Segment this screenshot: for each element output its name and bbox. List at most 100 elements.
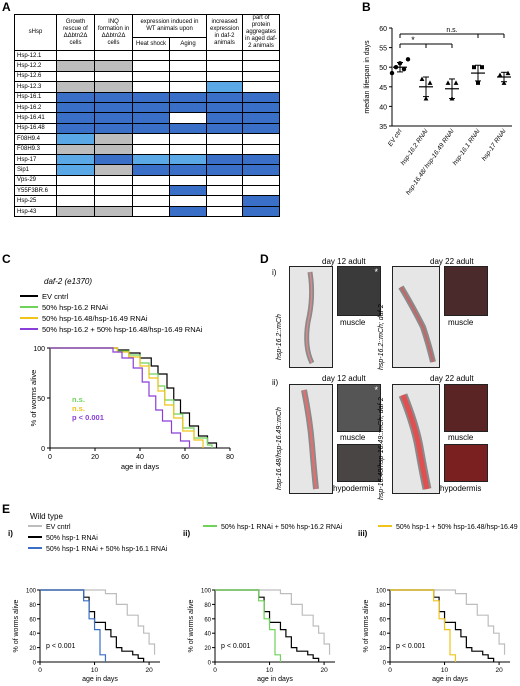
x-tick-label: 60	[181, 454, 189, 461]
table-cell	[56, 112, 95, 124]
table-cell	[132, 70, 170, 83]
table-cell	[242, 49, 280, 62]
table-row: Hsp-16.1	[14, 91, 280, 103]
table-cell	[94, 174, 133, 187]
data-point	[501, 80, 507, 85]
asterisk-2: *	[374, 385, 378, 395]
y-tick-label: 40	[379, 632, 386, 638]
shsp-name: Hsp-43	[14, 205, 57, 218]
muscle-image-3: *	[337, 384, 381, 432]
category-label: hsp-16.48/ hsp-16.49 RNAi	[405, 128, 456, 197]
x-axis-label: age in days	[82, 676, 118, 683]
table-cell	[56, 122, 95, 135]
table-row: Hsp-12.6	[14, 70, 280, 83]
table-cell	[56, 91, 95, 103]
y-axis-label: % of worms alive	[29, 370, 38, 427]
x-tick-label: 0	[213, 667, 217, 674]
table-cell	[242, 122, 280, 135]
table-row: Hsp-16.48	[14, 122, 280, 135]
table-cell	[56, 60, 95, 72]
table-cell	[242, 70, 280, 83]
table-cell	[169, 195, 207, 207]
table-cell	[169, 164, 207, 176]
panel-label-b: B	[362, 0, 371, 14]
y-tick-label: 35	[379, 124, 387, 131]
shsp-table: sHsp Growth rescue of ΔΔbtn2Δ cells INQ …	[14, 13, 280, 218]
muscle-image-2	[444, 266, 488, 316]
y-tick-label: 45	[379, 85, 387, 92]
table-cell	[94, 60, 133, 72]
x-tick-label: 0	[48, 454, 52, 461]
y-tick-label: 80	[29, 603, 36, 609]
table-cell	[94, 195, 133, 207]
table-cell	[206, 49, 243, 62]
table-cell	[94, 164, 133, 176]
y-tick-label: 55	[379, 46, 387, 53]
table-cell	[242, 133, 280, 145]
table-cell	[94, 133, 133, 145]
strain-label: daf-2 (e1370)	[44, 277, 92, 286]
data-point	[476, 80, 480, 85]
shsp-name: F08H9.4	[14, 133, 57, 145]
shsp-name: F08H9.3	[14, 143, 57, 155]
y-axis-label: median lifespan in days	[364, 40, 371, 114]
worm-image-4	[392, 384, 440, 494]
row-ii-label: ii)	[272, 378, 279, 387]
table-cell	[132, 174, 170, 187]
y-tick-label: 20	[379, 646, 386, 652]
header-growth: Growth rescue of ΔΔbtn2Δ cells	[56, 14, 95, 51]
stat-label: n.s.	[72, 404, 85, 413]
survival-curve	[40, 589, 156, 655]
table-cell	[169, 122, 207, 135]
data-point	[505, 70, 511, 76]
table-cell	[132, 153, 170, 166]
table-row: Hsp-16.2	[14, 101, 280, 114]
table-cell	[56, 49, 95, 62]
shsp-name: Hsp-12.3	[14, 81, 57, 93]
table-cell	[206, 91, 243, 103]
table-cell	[132, 49, 170, 62]
data-point	[449, 96, 455, 101]
shsp-name: Y55F3BR.6	[14, 185, 57, 197]
y-tick-label: 80	[379, 603, 386, 609]
table-cell	[206, 143, 243, 155]
y-tick-label: 100	[201, 589, 212, 595]
table-cell	[206, 101, 243, 114]
table-cell	[132, 195, 170, 207]
table-cell	[56, 133, 95, 145]
y-tick-label: 0	[41, 446, 45, 453]
table-row: Hsp-12.1	[14, 49, 280, 62]
table-cell	[94, 112, 133, 124]
table-row: Hsp-12.2	[14, 60, 280, 72]
table-cell	[169, 185, 207, 197]
x-tick-label: 20	[145, 667, 153, 674]
table-cell	[132, 112, 170, 124]
shsp-name: Hsp-12.6	[14, 70, 57, 83]
day22-label-ii: day 22 adult	[430, 374, 474, 383]
row-ii-left-strain: hsp-16.48/hsp-16.49::mCh	[276, 407, 283, 490]
table-cell	[94, 143, 133, 155]
table-cell	[56, 101, 95, 114]
header-aggregates: part of protein aggregates in aged daf-2…	[242, 14, 280, 51]
shsp-name: Hsp-16.2	[14, 101, 57, 114]
table-cell	[206, 60, 243, 72]
table-cell	[56, 70, 95, 83]
table-cell	[56, 143, 95, 155]
survival-curve	[215, 589, 320, 662]
shsp-name: Hsp-25	[14, 195, 57, 207]
table-cell	[242, 195, 280, 207]
category-label: hsp-16.2 RNAi	[400, 128, 430, 167]
legend-label: 50% hsp-16.2 + 50% hsp-16.48/hsp-16.49 R…	[42, 325, 203, 334]
table-cell	[206, 174, 243, 187]
survival-curve	[40, 589, 107, 662]
table-row: Hsp-25	[14, 195, 280, 207]
table-cell	[242, 153, 280, 166]
table-cell	[242, 60, 280, 72]
category-label: hsp-17 RNAi	[481, 128, 508, 163]
table-cell	[169, 101, 207, 114]
data-point	[419, 76, 425, 81]
x-tick-label: 10	[441, 667, 449, 674]
data-point	[497, 72, 503, 78]
table-cell	[132, 185, 170, 197]
